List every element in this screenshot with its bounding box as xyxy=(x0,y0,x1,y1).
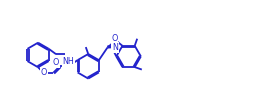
Text: O: O xyxy=(111,34,117,43)
Text: O: O xyxy=(41,68,47,77)
Text: O: O xyxy=(53,58,59,67)
Text: N: N xyxy=(112,43,118,52)
Text: NH: NH xyxy=(63,57,74,66)
